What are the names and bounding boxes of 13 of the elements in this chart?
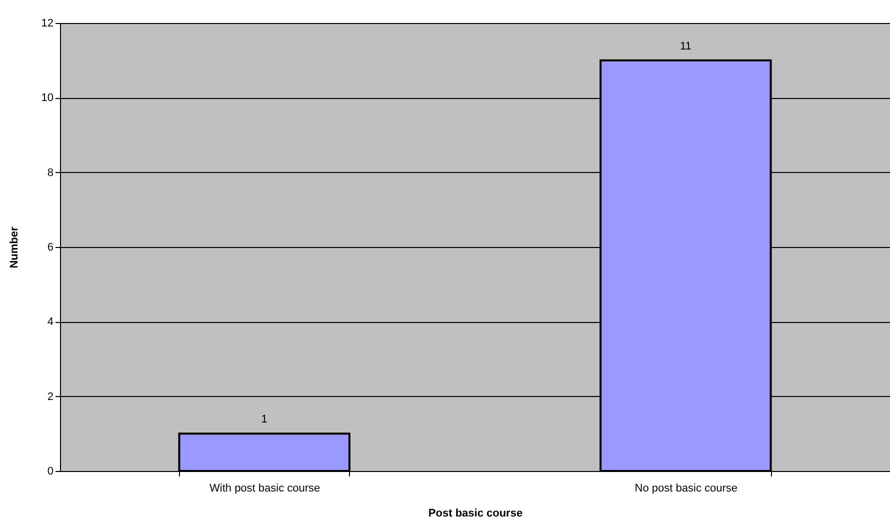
x-axis-title: Post basic course <box>428 508 523 520</box>
y-tick-label: 2 <box>47 390 54 403</box>
data-label: 1 <box>261 414 268 426</box>
y-tick-label: 0 <box>47 466 54 478</box>
y-axis-title: Number <box>8 226 20 268</box>
data-label: 11 <box>680 40 692 52</box>
y-tick-label: 6 <box>47 242 54 254</box>
y-tick-label: 12 <box>41 18 54 30</box>
x-tick-label: With post basic course <box>210 482 320 494</box>
y-tick-label: 8 <box>47 166 54 179</box>
y-tick-label: 10 <box>41 92 54 104</box>
y-tick-label: 4 <box>47 316 54 328</box>
x-tick-label: No post basic course <box>634 482 738 494</box>
